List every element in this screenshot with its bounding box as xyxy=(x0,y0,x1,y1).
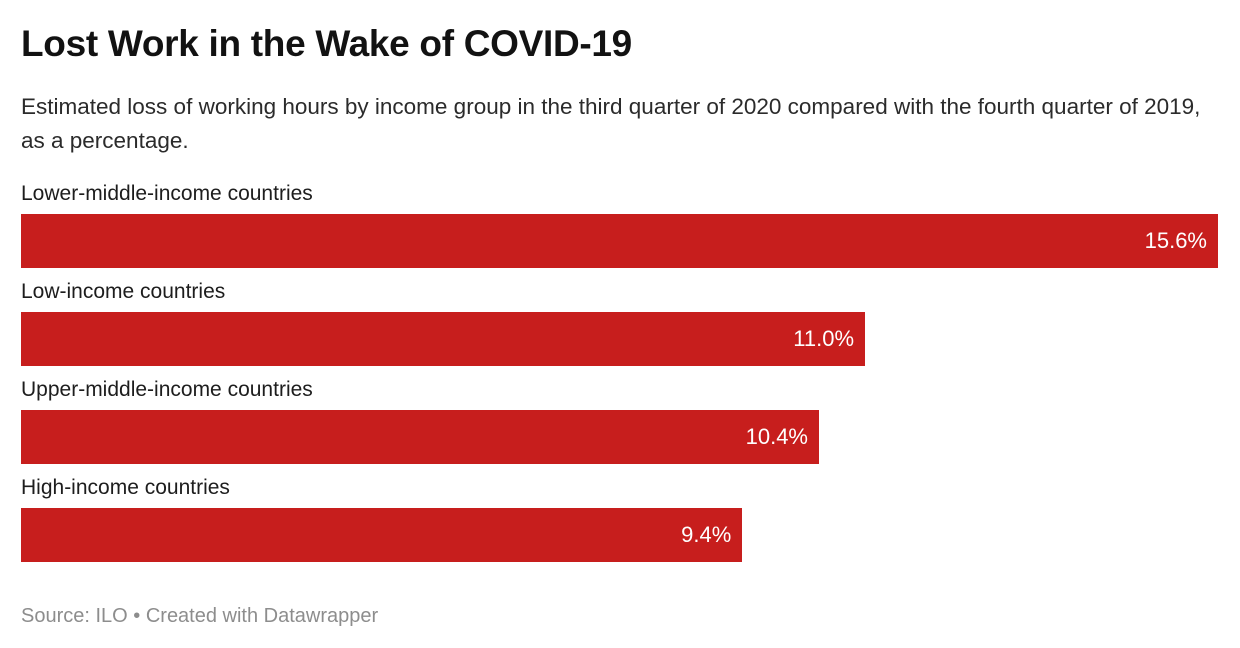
bar-category-label: Low-income countries xyxy=(21,280,226,303)
bar-category-label: Lower-middle-income countries xyxy=(21,182,313,205)
bar-category-label: High-income countries xyxy=(21,476,230,499)
bar-row: Upper-middle-income countries 10.4% xyxy=(21,378,1218,464)
bar-row: Lower-middle-income countries 15.6% xyxy=(21,182,1218,268)
bar: 10.4% xyxy=(21,410,819,464)
bar: 9.4% xyxy=(21,508,743,562)
bar-category-label: Upper-middle-income countries xyxy=(21,378,313,401)
bar-chart: Lower-middle-income countries 15.6% Low-… xyxy=(21,182,1218,562)
source-attribution: Source: ILO • Created with Datawrapper xyxy=(21,605,379,627)
bar-value-label: 11.0% xyxy=(793,326,855,351)
bar-value-label: 10.4% xyxy=(745,424,808,449)
chart-title: Lost Work in the Wake of COVID-19 xyxy=(21,23,632,64)
bar: 15.6% xyxy=(21,214,1218,268)
bar-row: High-income countries 9.4% xyxy=(21,476,1218,562)
bar: 11.0% xyxy=(21,312,866,366)
bar-row: Low-income countries 11.0% xyxy=(21,280,1218,366)
bar-value-label: 15.6% xyxy=(1144,228,1207,253)
bar-value-label: 9.4% xyxy=(681,522,732,547)
chart-subtitle: Estimated loss of working hours by incom… xyxy=(21,94,1201,153)
